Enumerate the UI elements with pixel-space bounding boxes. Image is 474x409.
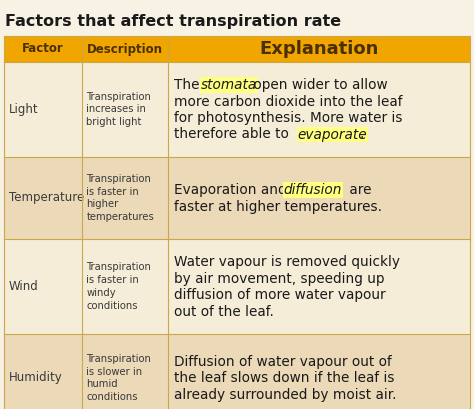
Text: Wind: Wind [9, 280, 39, 293]
Text: therefore able to: therefore able to [173, 128, 293, 142]
Text: Description: Description [87, 43, 163, 56]
Text: more carbon dioxide into the leaf: more carbon dioxide into the leaf [173, 94, 402, 108]
Text: Transpiration
increases in
bright light: Transpiration increases in bright light [86, 92, 151, 127]
Text: Factor: Factor [22, 43, 64, 56]
Text: faster at higher temperatures.: faster at higher temperatures. [173, 200, 382, 213]
Text: diffusion of more water vapour: diffusion of more water vapour [173, 288, 385, 302]
Text: stomata: stomata [201, 78, 257, 92]
Bar [4, 62, 470, 157]
Text: already surrounded by moist air.: already surrounded by moist air. [173, 388, 396, 402]
Text: .: . [359, 128, 364, 142]
Text: Transpiration
is slower in
humid
conditions: Transpiration is slower in humid conditi… [86, 354, 151, 402]
Text: Light: Light [9, 103, 38, 116]
Text: Temperature: Temperature [9, 191, 84, 204]
Text: open wider to allow: open wider to allow [249, 78, 388, 92]
Text: out of the leaf.: out of the leaf. [173, 304, 273, 319]
Text: diffusion: diffusion [283, 183, 342, 197]
Text: are: are [346, 183, 372, 197]
Text: for photosynthesis. More water is: for photosynthesis. More water is [173, 111, 402, 125]
Text: Diffusion of water vapour out of: Diffusion of water vapour out of [173, 355, 392, 369]
Text: Transpiration
is faster in
windy
conditions: Transpiration is faster in windy conditi… [86, 262, 151, 311]
Text: Evaporation and: Evaporation and [173, 183, 291, 197]
Text: Explanation: Explanation [259, 40, 378, 58]
Text: Factors that affect transpiration rate: Factors that affect transpiration rate [5, 14, 341, 29]
Text: the leaf slows down if the leaf is: the leaf slows down if the leaf is [173, 371, 394, 385]
Text: by air movement, speeding up: by air movement, speeding up [173, 272, 384, 285]
Bar [4, 334, 470, 409]
Text: The: The [173, 78, 203, 92]
Text: evaporate: evaporate [297, 128, 367, 142]
Text: Transpiration
is faster in
higher
temperatures: Transpiration is faster in higher temper… [86, 174, 154, 222]
Bar [4, 157, 470, 239]
Text: Humidity: Humidity [9, 371, 63, 384]
Bar [4, 36, 470, 62]
Bar [4, 239, 470, 334]
Text: Water vapour is removed quickly: Water vapour is removed quickly [173, 255, 400, 269]
